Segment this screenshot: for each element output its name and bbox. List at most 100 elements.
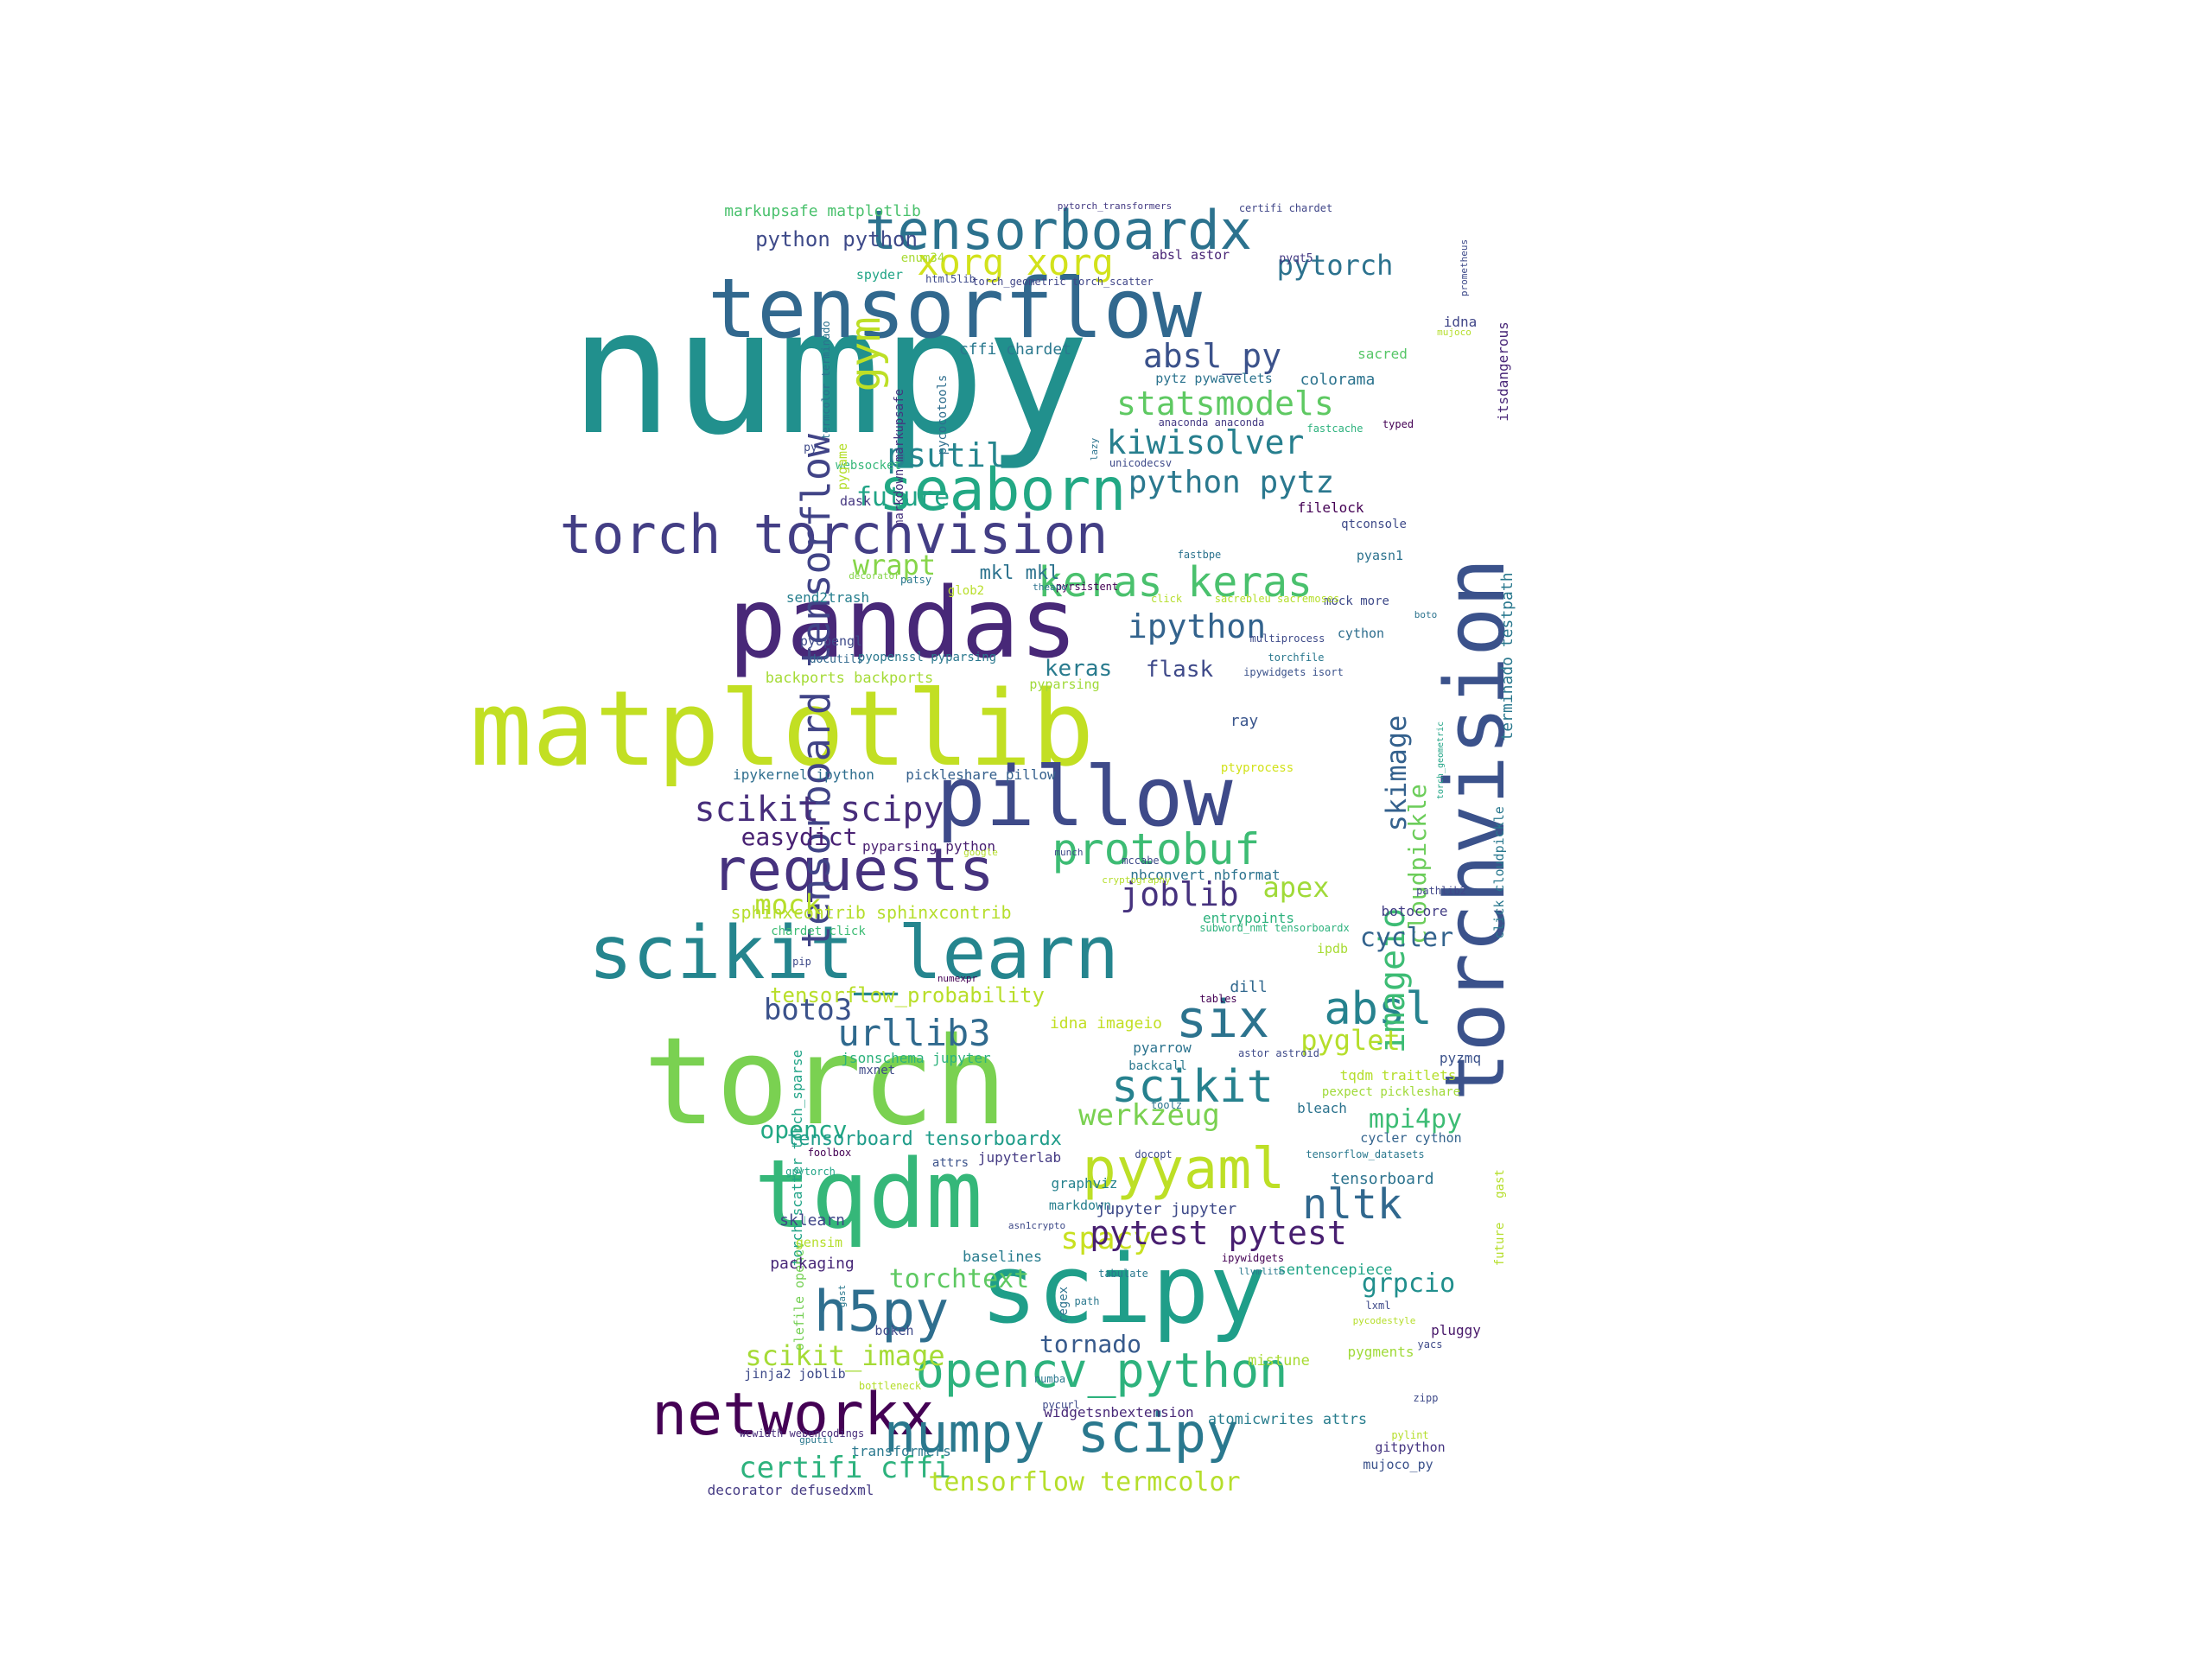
- word-112: pyopengl: [800, 633, 862, 649]
- word-156: certifi chardet: [1239, 202, 1332, 214]
- word-49: werkzeug: [1078, 1098, 1220, 1133]
- word-1: tensorflow: [708, 262, 1203, 357]
- word-145: mxnet: [859, 1064, 895, 1077]
- word-0: numpy: [569, 272, 1090, 474]
- word-141: cycler cython: [1360, 1130, 1461, 1146]
- word-81: jupyter jupyter: [1096, 1200, 1237, 1218]
- word-169: boto: [1414, 609, 1438, 620]
- word-84: baselines: [963, 1249, 1042, 1266]
- word-108: botocore: [1381, 903, 1447, 919]
- word-186: asn1crypto: [1008, 1220, 1065, 1231]
- word-6: scikit_learn: [588, 911, 1119, 996]
- word-78: jupyterlab: [978, 1149, 1061, 1166]
- word-101: backports backports: [766, 670, 933, 687]
- word-12: torch torchvision: [560, 503, 1109, 566]
- word-14: networkx: [652, 1381, 935, 1449]
- word-67: sphinxcontrib sphinxcontrib: [730, 902, 1011, 923]
- word-131: glob2: [948, 584, 984, 598]
- word-138: pexpect pickleshare: [1322, 1085, 1460, 1099]
- word-8: tqdm: [754, 1139, 983, 1249]
- word-105: pyparsing python: [862, 838, 995, 855]
- word-83: packaging: [770, 1255, 855, 1273]
- word-73: itsdangerous: [1495, 321, 1511, 422]
- word-72: ray: [1230, 712, 1259, 730]
- word-160: fastcache: [1306, 423, 1363, 435]
- word-57: torchtext: [889, 1264, 1030, 1294]
- word-37: wrapt: [853, 549, 936, 582]
- word-159: anaconda anaconda: [1159, 416, 1265, 429]
- word-21: xorg xorg: [917, 241, 1114, 283]
- word-136: ipywidgets isort: [1243, 666, 1344, 678]
- word-39: joblib: [1120, 875, 1238, 913]
- word-60: python python: [755, 227, 918, 251]
- word-189: tabulate: [1098, 1268, 1148, 1280]
- word-155: pytorch_transformers: [1058, 200, 1172, 212]
- word-79: graphviz: [1051, 1175, 1117, 1192]
- word-98: dill: [1230, 978, 1267, 996]
- word-99: idna imageio: [1050, 1014, 1162, 1033]
- word-167: click: [1151, 593, 1183, 605]
- word-38: future: [856, 482, 950, 512]
- word-24: six: [1176, 989, 1269, 1050]
- word-126: markdown markupsafe: [893, 389, 906, 527]
- word-111: send2trash: [786, 589, 869, 606]
- word-11: seaborn: [879, 456, 1127, 524]
- word-74: colorama: [1300, 371, 1376, 389]
- word-180: foolbox: [808, 1147, 852, 1159]
- word-125: pyqt5: [1279, 252, 1313, 265]
- word-103: ipykernel ipython: [733, 766, 874, 783]
- word-91: widgetsnbextension: [1044, 1404, 1193, 1421]
- word-96: mujoco_py: [1363, 1457, 1433, 1472]
- word-176: subword_nmt tensorboardx: [1199, 922, 1349, 934]
- word-59: tensorflow termcolor: [928, 1467, 1240, 1497]
- word-137: tqdm traitlets: [1340, 1067, 1457, 1084]
- word-40: apex: [1262, 871, 1329, 904]
- word-25: absl: [1324, 983, 1432, 1035]
- word-42: skimage: [1380, 715, 1413, 832]
- word-43: cloudpickle: [1403, 784, 1432, 944]
- word-107: entrypoints: [1203, 910, 1294, 926]
- word-54: grpcio: [1362, 1268, 1455, 1299]
- word-132: mock more: [1324, 594, 1389, 608]
- word-197: zipp: [1414, 1392, 1439, 1404]
- word-134: multiprocess: [1250, 632, 1325, 645]
- word-45: mock: [754, 888, 821, 921]
- word-165: patsy: [900, 574, 931, 586]
- word-34: psutil: [887, 436, 1005, 474]
- word-181: docopt: [1135, 1148, 1172, 1160]
- word-135: torchfile: [1268, 652, 1324, 664]
- word-4: matplotlib: [470, 670, 1094, 790]
- word-29: urllib3: [837, 1012, 990, 1054]
- word-172: munch: [1054, 847, 1083, 858]
- word-104: pickleshare pillow: [906, 766, 1056, 783]
- word-13: requests: [711, 836, 995, 905]
- word-143: backcall: [1128, 1059, 1186, 1073]
- word-2: torchvision: [1428, 557, 1523, 1101]
- word-152: lazy: [1089, 437, 1100, 461]
- word-63: flask: [1146, 657, 1214, 683]
- word-69: torch_scatter torch_sparse: [789, 1050, 805, 1266]
- word-127: pycocotools: [936, 375, 950, 455]
- word-65: tensorflow_probability: [770, 983, 1045, 1007]
- word-71: tensorboard: [1331, 1170, 1433, 1188]
- word-161: typed: [1382, 418, 1414, 430]
- word-122: spyder: [856, 267, 903, 283]
- word-10: tensorboardx: [865, 199, 1252, 262]
- word-93: transformers: [851, 1443, 951, 1459]
- word-109: chardet click: [771, 925, 866, 938]
- word-92: atomicwrites attrs: [1208, 1411, 1367, 1428]
- word-64: mkl mkl: [980, 563, 1060, 584]
- word-130: pytz pywavelets: [1155, 371, 1272, 386]
- word-140: bleach: [1297, 1100, 1347, 1116]
- word-52: spacy: [1060, 1222, 1151, 1256]
- word-187: ipywidgets: [1222, 1252, 1284, 1264]
- word-55: scikit_image: [745, 1339, 944, 1372]
- word-30: statsmodels: [1116, 385, 1334, 423]
- word-17: h5py: [814, 1280, 950, 1344]
- word-147: gensim: [796, 1235, 842, 1250]
- word-51: opencv: [760, 1116, 847, 1144]
- word-33: absl_py: [1143, 337, 1281, 376]
- word-61: markupsafe matplotlib: [724, 202, 921, 220]
- word-32: python pytz: [1128, 465, 1334, 500]
